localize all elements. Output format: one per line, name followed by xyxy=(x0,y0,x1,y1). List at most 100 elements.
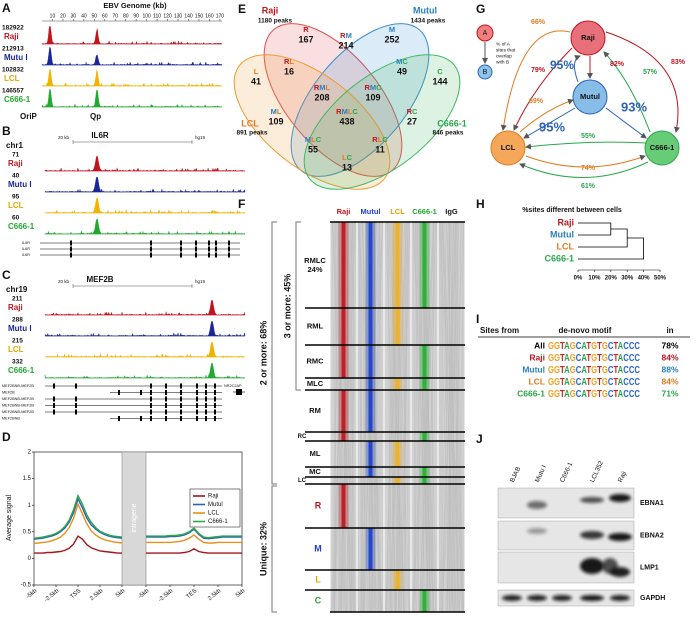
axis-tick-label: 80 xyxy=(123,13,129,19)
region-letter: L xyxy=(342,153,347,162)
axis-tick-label: 100 xyxy=(142,13,151,19)
region-label: M xyxy=(389,25,395,34)
blot-band xyxy=(552,595,572,601)
track-name: Mutu I xyxy=(8,180,32,189)
transcript-label: MEF2BNB-MEF2B xyxy=(2,384,34,388)
exon xyxy=(165,409,167,415)
signal-line xyxy=(146,547,242,554)
motif-letter: G xyxy=(570,377,576,388)
motif-letter: C xyxy=(608,353,614,364)
y-tick-label: 0.5 xyxy=(23,529,32,535)
exon xyxy=(150,246,152,252)
x-tick-label: 5kb xyxy=(235,588,247,599)
axis-tick-label: 90 xyxy=(133,13,139,19)
region-count: 109 xyxy=(268,116,283,126)
exon xyxy=(150,403,152,408)
region-label: MC xyxy=(396,57,408,66)
y-tick-label: 1 xyxy=(28,503,32,509)
region-count: 438 xyxy=(339,116,354,126)
heatmap-texture xyxy=(347,221,355,613)
motif-letter: G xyxy=(548,377,554,388)
table-header: in xyxy=(666,326,673,335)
motif-letter: A xyxy=(618,341,624,352)
overlap-arrow xyxy=(525,141,647,150)
transcript-label: MEF2B xyxy=(2,391,15,395)
region-label: R xyxy=(303,25,309,34)
enrichment-streak xyxy=(422,477,427,484)
column-header: LCL xyxy=(390,207,405,216)
group-label: RMC xyxy=(306,356,324,365)
group-label: C xyxy=(315,595,322,605)
axis-tick-label: 60 xyxy=(102,13,108,19)
protein-label: EBNA2 xyxy=(640,532,664,539)
exon xyxy=(118,390,120,395)
heatmap-texture xyxy=(344,221,350,613)
exon xyxy=(196,409,198,415)
motif-percent: 78% xyxy=(661,340,678,350)
exon xyxy=(214,409,216,415)
motif-letter: C xyxy=(629,365,635,376)
column-header: Mutul xyxy=(361,207,381,216)
region-letter: R xyxy=(303,25,309,34)
exon xyxy=(205,390,207,395)
transcript-label: MEF2BNB-MEF2B xyxy=(2,404,34,408)
motif-letter: T xyxy=(597,377,602,388)
feature-label: Qp xyxy=(90,112,101,121)
track-name: C666-1 xyxy=(8,222,35,231)
signal-line xyxy=(33,493,123,539)
protein-label: GAPDH xyxy=(640,595,665,602)
region-letter: M xyxy=(389,25,395,34)
heatmap-texture xyxy=(331,221,340,613)
exon xyxy=(215,246,217,252)
axis-tick-label: 50% xyxy=(654,276,667,282)
track-name: LCL xyxy=(8,345,24,354)
overlap-percent: 93% xyxy=(621,99,647,114)
motif-letter: A xyxy=(581,353,586,364)
heatmap-texture xyxy=(459,221,465,613)
heatmap-texture xyxy=(440,221,464,613)
motif-letter: C xyxy=(608,341,614,352)
motif-letter: C xyxy=(629,353,635,364)
axis-tick-label: 40% xyxy=(638,276,651,282)
region-letter: L xyxy=(289,57,294,66)
gap-region xyxy=(121,451,147,586)
leaf-label: Raji xyxy=(557,217,574,227)
region-letter: M xyxy=(346,31,352,40)
track-name: C666-1 xyxy=(8,366,35,375)
heatmap-texture xyxy=(349,221,352,613)
track-max: 102832 xyxy=(2,67,24,74)
motif-letter: G xyxy=(570,389,576,400)
heatmap-texture xyxy=(347,221,354,613)
heatmap-texture xyxy=(388,221,396,613)
heatmap-texture xyxy=(377,221,379,613)
group-label: MLC xyxy=(307,379,324,388)
track-max: 288 xyxy=(12,317,23,324)
group-label: RMLC xyxy=(304,256,326,265)
track-max: 71 xyxy=(12,152,20,159)
y-axis-title: Average signal xyxy=(6,494,13,541)
overlap-arrow xyxy=(525,154,646,168)
motif-letter: T xyxy=(586,389,591,400)
enrichment-streak xyxy=(422,432,427,441)
transcript-label: IL6R xyxy=(22,247,30,251)
heatmap-texture xyxy=(347,221,356,613)
exon xyxy=(214,390,216,395)
exon xyxy=(53,409,55,415)
exon xyxy=(150,383,152,389)
exon xyxy=(195,246,197,252)
axis-tick-label: 50 xyxy=(92,13,98,19)
key-text: overlap xyxy=(496,53,512,59)
enrichment-streak xyxy=(341,345,346,378)
overlap-arrow xyxy=(523,107,576,139)
leaf-label: Mutul xyxy=(550,229,574,239)
heatmap-texture xyxy=(373,221,378,613)
region-letter: C xyxy=(376,83,382,92)
exon xyxy=(70,240,72,246)
overlap-percent: 95% xyxy=(539,119,565,134)
heatmap-texture xyxy=(442,221,451,613)
heatmap-texture xyxy=(371,221,383,613)
motif-letter: G xyxy=(548,389,554,400)
cell-node-label: Raji xyxy=(581,33,595,42)
motif-letter: T xyxy=(613,353,618,364)
region-letter: R xyxy=(407,107,413,116)
